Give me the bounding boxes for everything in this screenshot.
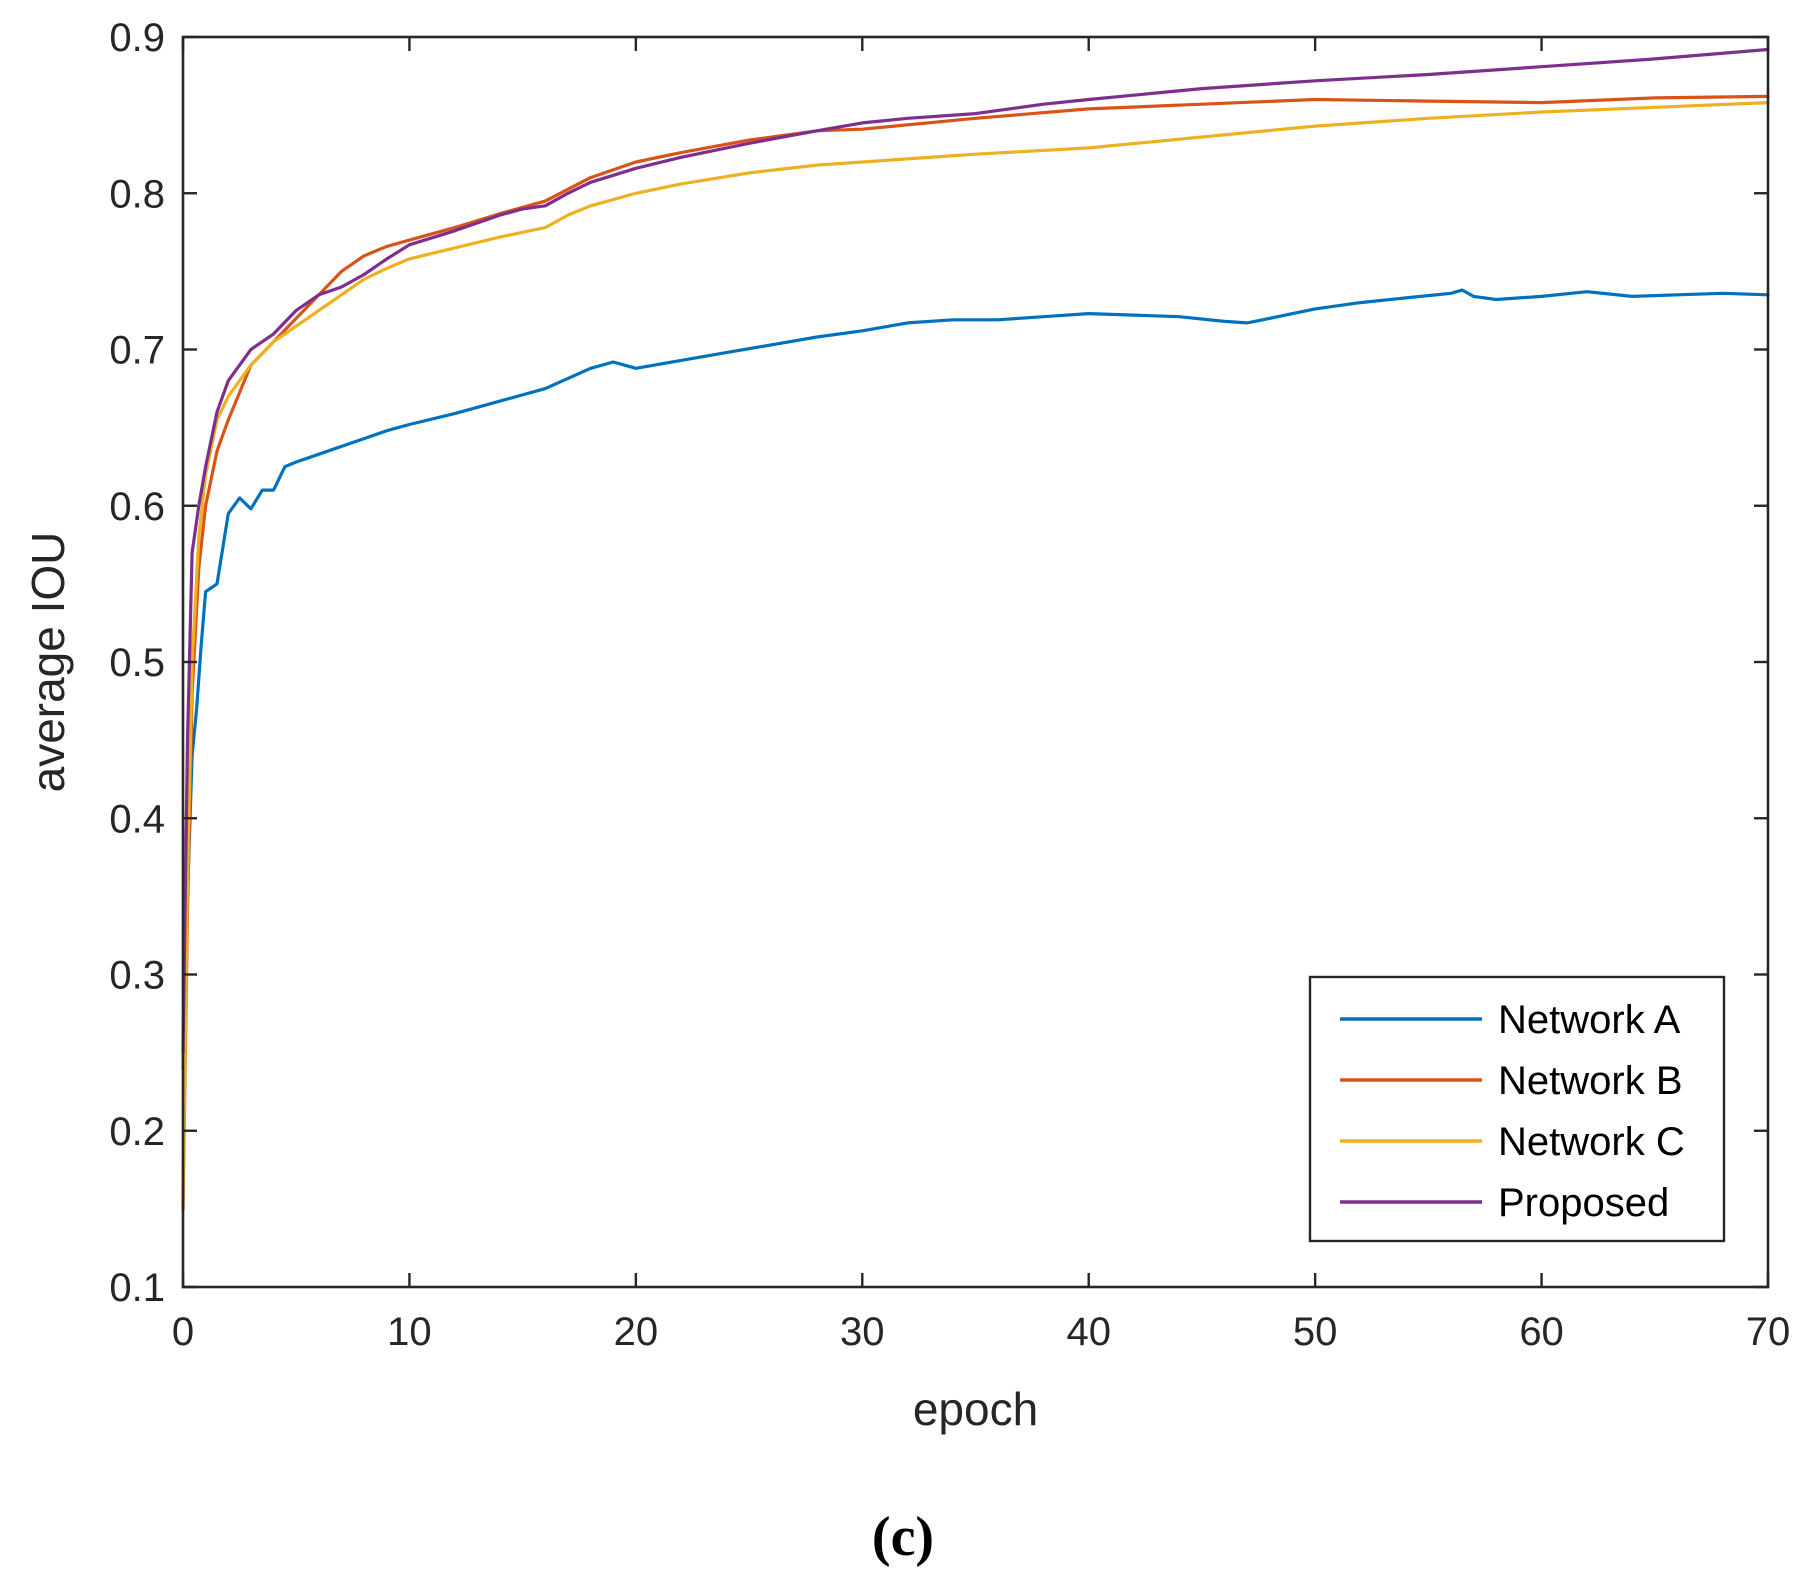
x-axis-title: epoch (913, 1383, 1038, 1435)
legend: Network A Network B Network C Proposed (1308, 975, 1726, 1243)
series-group (181, 47, 1770, 1211)
x-tick-label: 40 (1066, 1310, 1111, 1354)
legend-label-network-c: Network C (1498, 1120, 1685, 1164)
y-axis-title: average IOU (22, 532, 74, 793)
y-tick-label: 0.2 (109, 1110, 165, 1154)
y-tick-label: 0.7 (109, 329, 165, 373)
series-line-network-c (181, 100, 1770, 1195)
series-line-network-b (181, 94, 1770, 1211)
y-tick-label: 0.8 (109, 172, 165, 216)
y-tick-label: 0.5 (109, 641, 165, 685)
x-tick-label: 60 (1519, 1310, 1564, 1354)
x-tick-label: 0 (172, 1310, 194, 1354)
x-axis: 0 10 20 30 40 50 60 70 (172, 37, 1790, 1354)
y-axis: 0.1 0.2 0.3 0.4 0.5 0.6 0.7 0.8 0.9 (109, 16, 1768, 1310)
series-line-proposed (181, 47, 1770, 1055)
x-tick-label: 20 (614, 1310, 659, 1354)
y-tick-label: 0.1 (109, 1266, 165, 1310)
legend-label-proposed: Proposed (1498, 1181, 1669, 1225)
x-tick-label: 30 (840, 1310, 885, 1354)
y-tick-label: 0.6 (109, 485, 165, 529)
x-tick-label: 10 (387, 1310, 432, 1354)
legend-box (1308, 975, 1726, 1243)
y-tick-label: 0.3 (109, 954, 165, 998)
legend-label-network-a: Network A (1498, 998, 1681, 1042)
legend-label-network-b: Network B (1498, 1059, 1683, 1103)
y-tick-label: 0.4 (109, 797, 165, 841)
x-tick-label: 70 (1746, 1310, 1791, 1354)
x-tick-label: 50 (1293, 1310, 1338, 1354)
y-tick-label: 0.9 (109, 16, 165, 60)
figure-caption: (c) (872, 1506, 934, 1568)
series-line-network-a (181, 288, 1770, 1070)
